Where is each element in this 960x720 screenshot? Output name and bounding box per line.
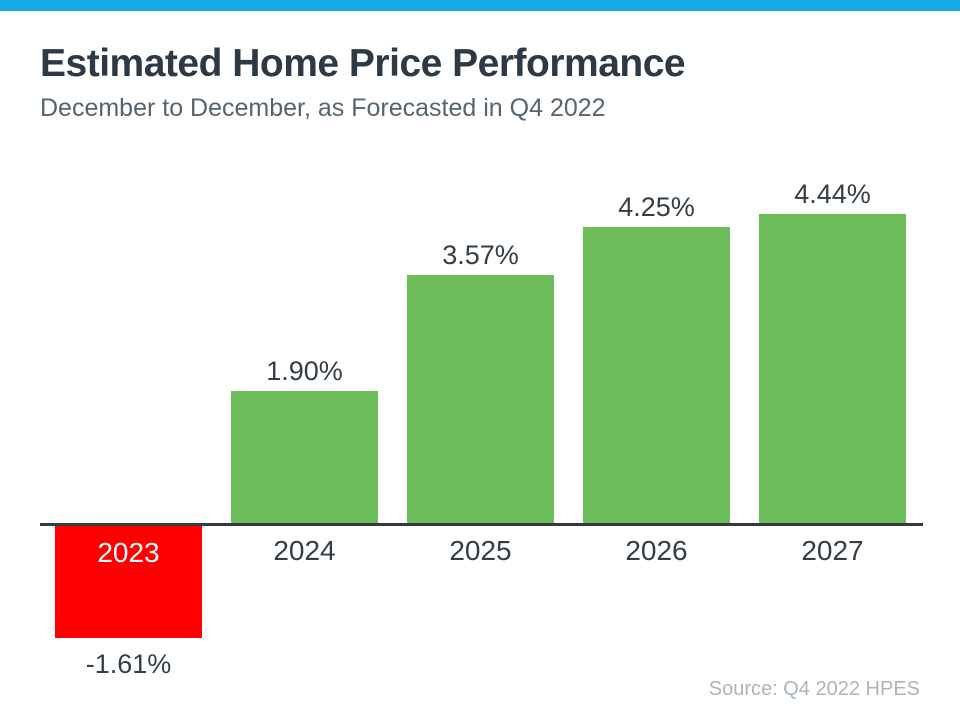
x-axis-line — [40, 523, 923, 526]
bar-category-label-2024: 2024 — [273, 535, 336, 566]
bar-2027 — [759, 214, 906, 523]
bar-category-label-2025: 2025 — [449, 535, 512, 566]
bar-2023 — [55, 526, 202, 638]
bar-2024 — [231, 391, 378, 523]
top-accent-bar — [0, 0, 960, 11]
page-title: Estimated Home Price Performance — [40, 42, 686, 85]
bar-value-label-2024: 1.90% — [266, 356, 343, 386]
page-subtitle: December to December, as Forecasted in Q… — [40, 94, 606, 122]
bar-value-label-2026: 4.25% — [618, 192, 695, 222]
bar-category-label-2027: 2027 — [801, 535, 864, 566]
bar-value-label-2025: 3.57% — [442, 240, 519, 270]
bar-value-label-2027: 4.44% — [794, 179, 871, 209]
bar-category-label-2023: 2023 — [97, 537, 160, 568]
bar-2026 — [583, 227, 730, 523]
bar-2025 — [407, 275, 554, 523]
bar-value-label-2023: -1.61% — [85, 649, 172, 679]
source-note: Source: Q4 2022 HPES — [708, 678, 920, 700]
bar-category-label-2026: 2026 — [625, 535, 688, 566]
